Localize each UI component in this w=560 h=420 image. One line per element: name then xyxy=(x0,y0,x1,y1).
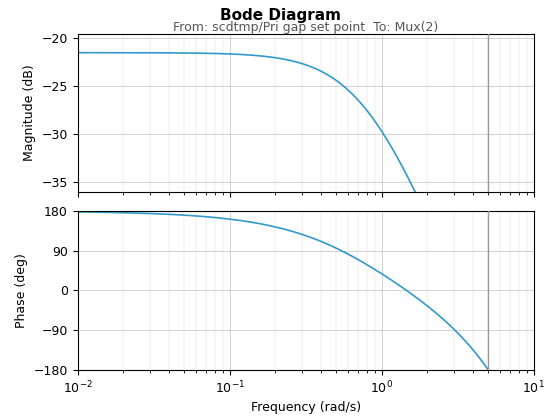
Y-axis label: Magnitude (dB): Magnitude (dB) xyxy=(23,65,36,161)
X-axis label: Frequency (rad/s): Frequency (rad/s) xyxy=(250,402,361,415)
Title: From: scdtmp/Pri gap set point  To: Mux(2): From: scdtmp/Pri gap set point To: Mux(2… xyxy=(173,21,438,34)
Text: Bode Diagram: Bode Diagram xyxy=(220,8,340,24)
Y-axis label: Phase (deg): Phase (deg) xyxy=(15,253,28,328)
